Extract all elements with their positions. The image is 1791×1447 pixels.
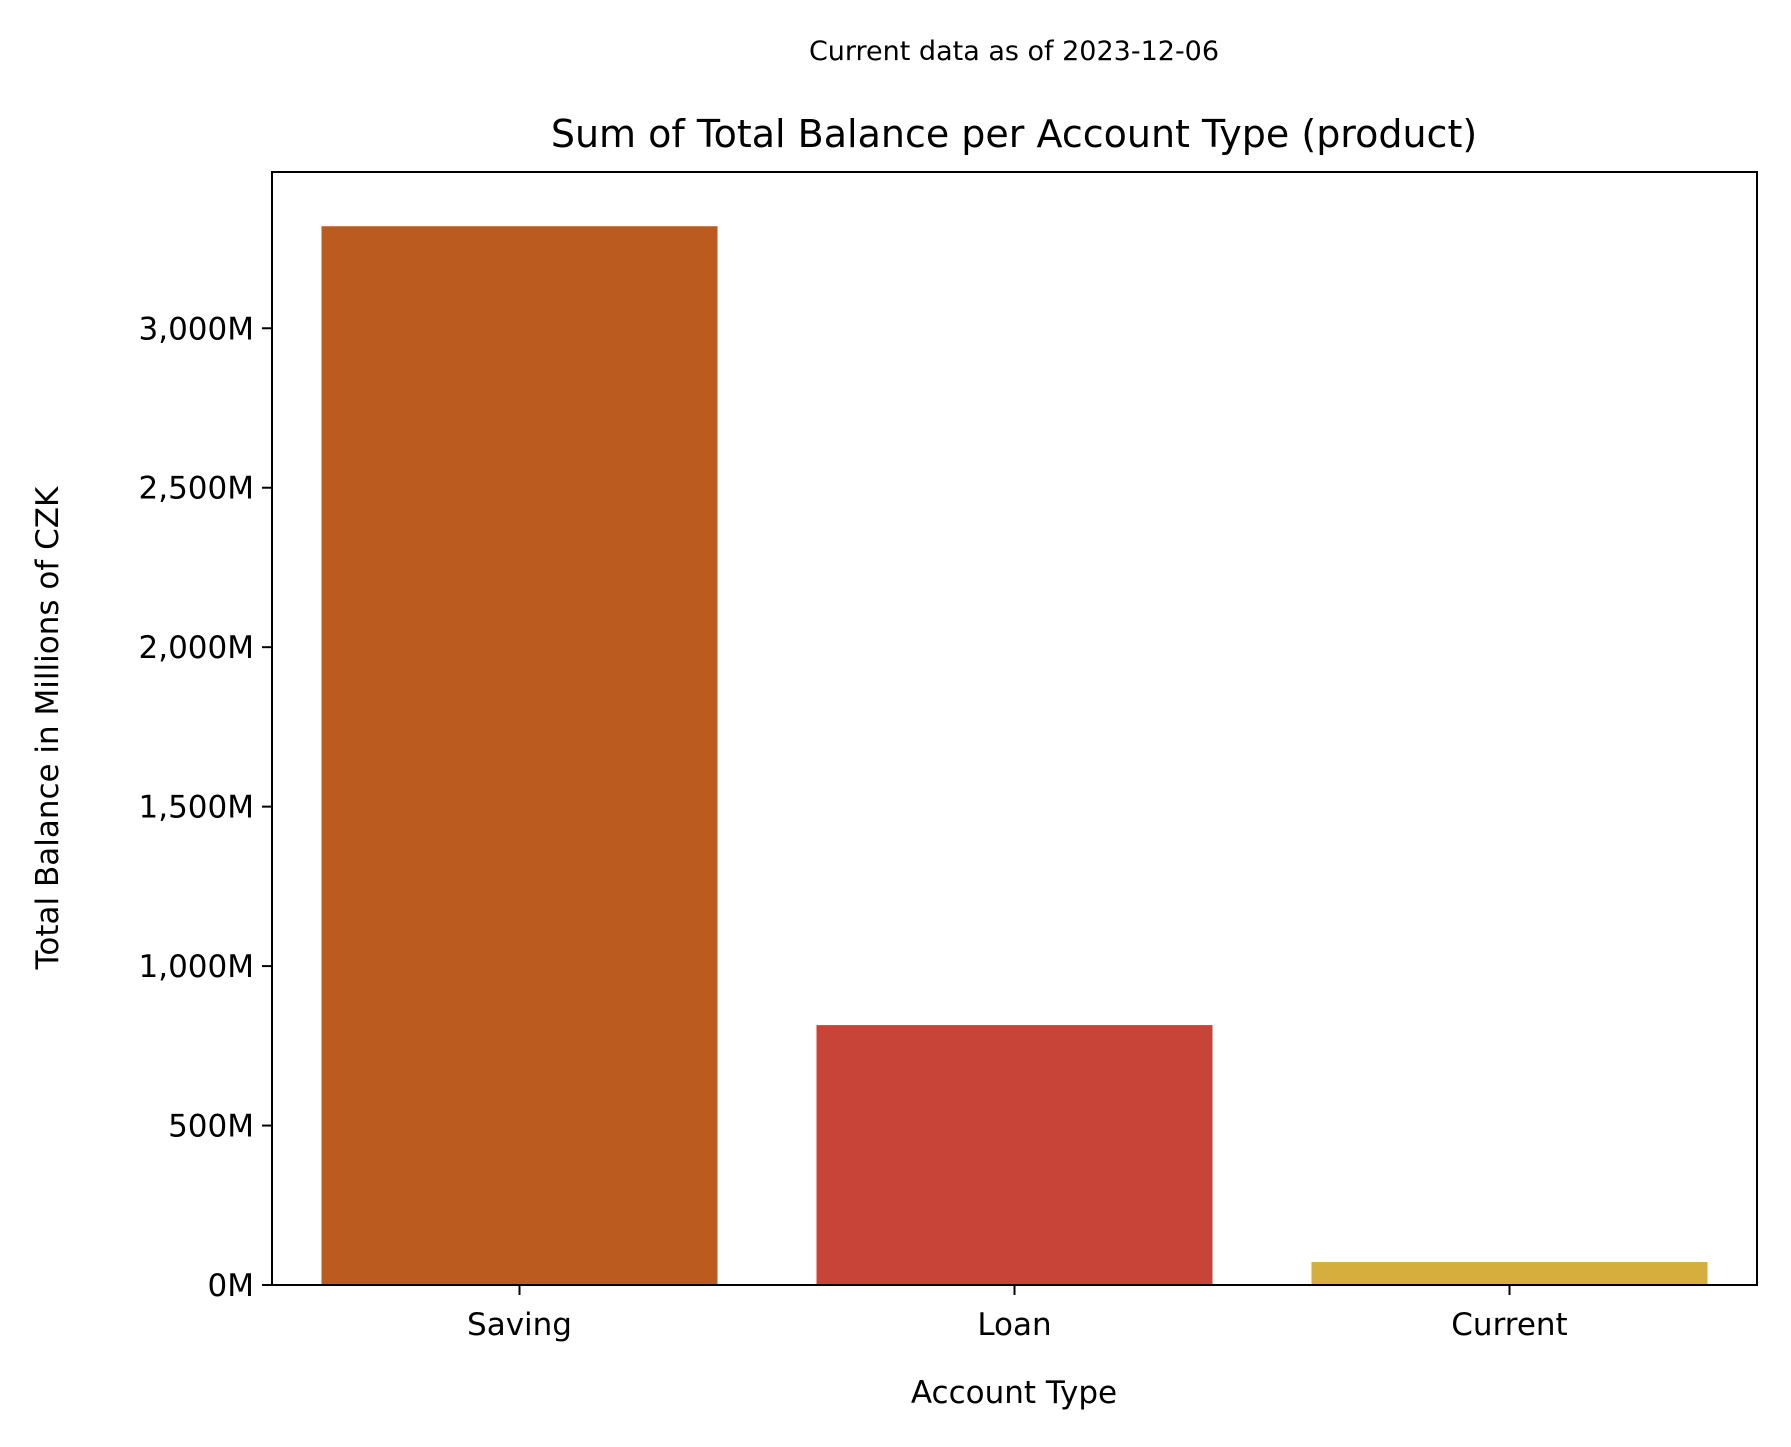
bar-current	[1311, 1262, 1708, 1285]
chart-subtitle: Current data as of 2023-12-06	[809, 36, 1219, 67]
chart-title: Sum of Total Balance per Account Type (p…	[551, 112, 1477, 156]
x-tick-label: Loan	[977, 1307, 1051, 1343]
y-axis: 0M 500M 1,000M 1,500M 2,000M 2,500M 3,000M	[139, 311, 272, 1304]
y-tick-label: 3,000M	[139, 311, 255, 347]
y-tick-label: 2,000M	[139, 630, 255, 666]
y-axis-label: Total Balance in Millions of CZK	[30, 486, 66, 970]
bars-layer	[321, 226, 1708, 1286]
y-tick-label: 500M	[168, 1109, 254, 1145]
x-tick-label: Current	[1451, 1307, 1567, 1343]
bar-loan	[816, 1025, 1213, 1285]
bar-saving	[321, 226, 718, 1286]
y-tick-label: 1,000M	[139, 949, 255, 985]
y-tick-label: 1,500M	[139, 790, 255, 826]
y-tick-label: 0M	[208, 1268, 254, 1304]
y-tick-label: 2,500M	[139, 471, 255, 507]
x-axis-label: Account Type	[911, 1375, 1117, 1411]
x-tick-label: Saving	[467, 1307, 572, 1343]
plot-area-frame	[271, 171, 1758, 1286]
x-axis: Saving Loan Current	[467, 1285, 1568, 1343]
